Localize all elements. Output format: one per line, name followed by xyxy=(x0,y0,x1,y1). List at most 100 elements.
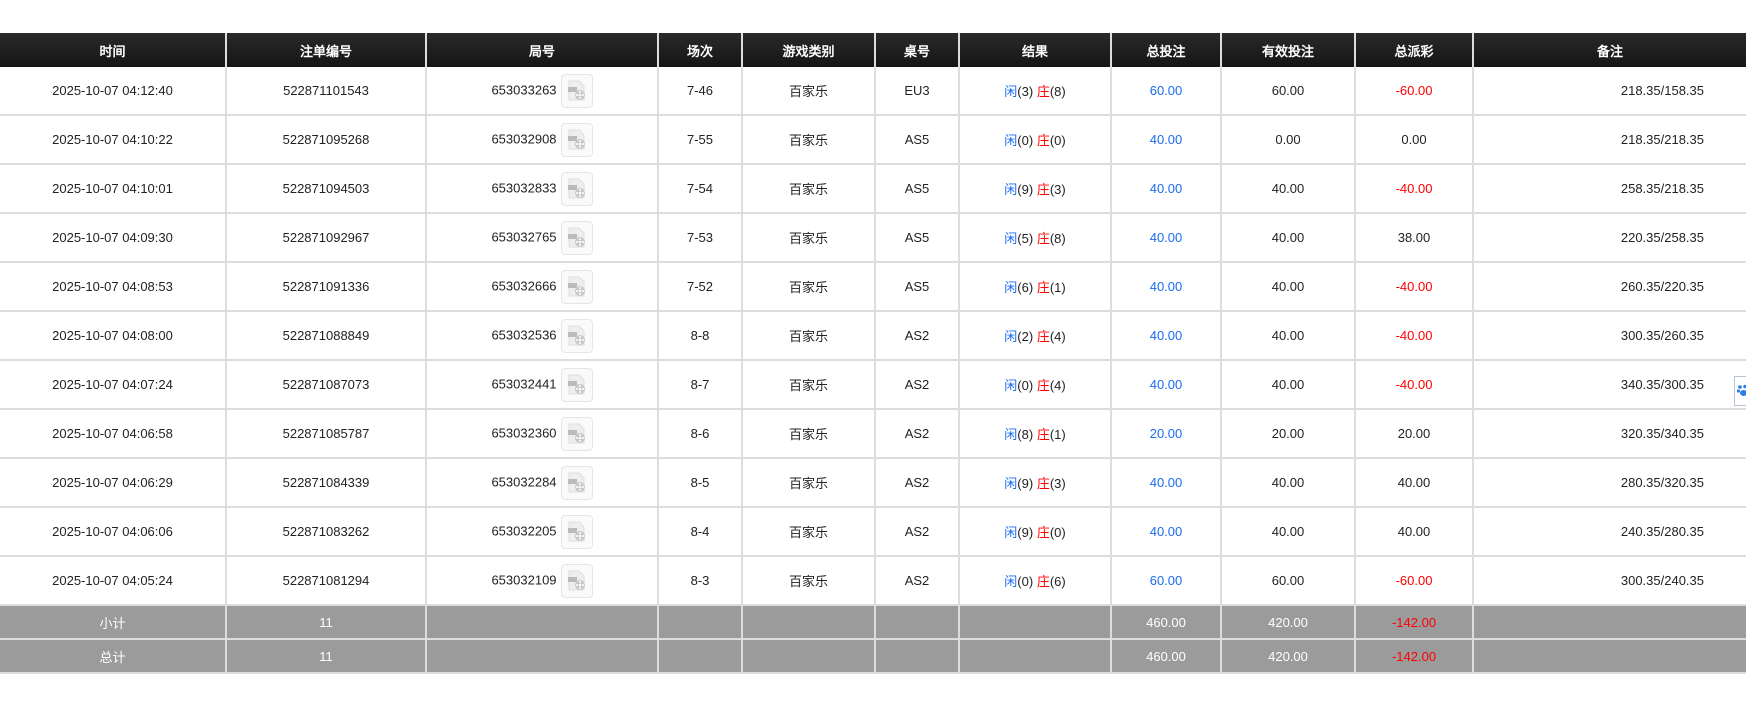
total-count: 11 xyxy=(225,639,426,674)
player-score: (5) xyxy=(1017,231,1034,246)
result-cell: 闲(9) 庄(3) xyxy=(958,458,1111,508)
round-number: 653032284 xyxy=(491,473,557,489)
player-score: (2) xyxy=(1017,329,1034,344)
remark-cell: 218.35/158.35 xyxy=(1472,67,1746,116)
subtotal-total-bet: 460.00 xyxy=(1110,605,1221,640)
game-cell: 百家乐 xyxy=(741,507,875,557)
table-row: 2025-10-07 04:06:06 522871083262 653032205… xyxy=(0,507,1746,557)
table-row: 2025-10-07 04:12:40 522871101543 653033263… xyxy=(0,67,1746,116)
table-row: 2025-10-07 04:06:29 522871084339 653032284… xyxy=(0,458,1746,508)
banker-score: (3) xyxy=(1049,476,1066,491)
total-payout: -142.00 xyxy=(1354,639,1473,674)
game-cell: 百家乐 xyxy=(741,67,875,116)
shoe-cell: 7-46 xyxy=(657,67,742,116)
total-valid-bet: 420.00 xyxy=(1220,639,1355,674)
table-cell: AS2 xyxy=(874,556,959,606)
header-shoe: 场次 xyxy=(657,33,742,67)
header-payout: 总派彩 xyxy=(1354,33,1473,67)
time-cell: 2025-10-07 04:12:40 xyxy=(0,67,226,116)
round-cell: 653032908 xyxy=(425,115,658,165)
banker-label: 庄 xyxy=(1036,133,1050,148)
subtotal-row: 小计 11 460.00 420.00 -142.00 xyxy=(0,605,1746,640)
payout-cell: -40.00 xyxy=(1354,262,1473,312)
round-number: 653032205 xyxy=(491,522,557,538)
player-score: (3) xyxy=(1017,84,1034,99)
table-row: 2025-10-07 04:06:58 522871085787 653032360… xyxy=(0,409,1746,459)
table-cell: AS5 xyxy=(874,213,959,263)
time-cell: 2025-10-07 04:06:06 xyxy=(0,507,226,557)
round-cell: 653033263 xyxy=(425,67,658,116)
table-row: 2025-10-07 04:10:22 522871095268 653032908… xyxy=(0,115,1746,165)
total-total-bet: 460.00 xyxy=(1110,639,1221,674)
round-cell: 653032666 xyxy=(425,262,658,312)
total-row: 总计 11 460.00 420.00 -142.00 xyxy=(0,639,1746,674)
video-replay-icon[interactable] xyxy=(560,171,593,206)
banker-score: (4) xyxy=(1049,329,1066,344)
time-cell: 2025-10-07 04:09:30 xyxy=(0,213,226,263)
table-cell: AS5 xyxy=(874,164,959,214)
round-number: 653032666 xyxy=(491,277,557,293)
player-label: 闲 xyxy=(1004,133,1018,148)
player-label: 闲 xyxy=(1004,378,1018,393)
valid-bet-cell: 40.00 xyxy=(1220,164,1355,214)
header-bet-id: 注单编号 xyxy=(225,33,426,67)
header-remark: 备注 xyxy=(1472,33,1746,67)
total-bet-cell: 40.00 xyxy=(1110,213,1221,263)
video-replay-icon[interactable] xyxy=(560,122,593,157)
remark-cell: 258.35/218.35 xyxy=(1472,164,1746,214)
remark-cell: 280.35/320.35 xyxy=(1472,458,1746,508)
round-number: 653032833 xyxy=(491,179,557,195)
banker-score: (4) xyxy=(1049,378,1066,393)
table-row: 2025-10-07 04:08:00 522871088849 653032536… xyxy=(0,311,1746,361)
bet-id-cell: 522871088849 xyxy=(225,311,426,361)
video-replay-icon[interactable] xyxy=(560,465,593,500)
table-row: 2025-10-07 04:07:24 522871087073 653032441… xyxy=(0,360,1746,410)
player-score: (9) xyxy=(1017,525,1034,540)
video-replay-icon[interactable] xyxy=(560,416,593,451)
bet-id-cell: 522871085787 xyxy=(225,409,426,459)
time-cell: 2025-10-07 04:08:53 xyxy=(0,262,226,312)
total-label: 总计 xyxy=(0,639,226,674)
shoe-cell: 8-7 xyxy=(657,360,742,410)
player-label: 闲 xyxy=(1004,525,1018,540)
bet-records-table: 时间 注单编号 局号 场次 游戏类别 桌号 结果 总投注 有效投注 总派彩 备注… xyxy=(0,33,1746,674)
remark-cell: 300.35/240.35 xyxy=(1472,556,1746,606)
banker-label: 庄 xyxy=(1036,427,1050,442)
total-bet-cell: 40.00 xyxy=(1110,115,1221,165)
shoe-cell: 7-54 xyxy=(657,164,742,214)
player-score: (0) xyxy=(1017,133,1034,148)
valid-bet-cell: 40.00 xyxy=(1220,213,1355,263)
valid-bet-cell: 40.00 xyxy=(1220,458,1355,508)
result-cell: 闲(0) 庄(4) xyxy=(958,360,1111,410)
round-cell: 653032205 xyxy=(425,507,658,557)
time-cell: 2025-10-07 04:10:01 xyxy=(0,164,226,214)
paw-icon[interactable] xyxy=(1734,376,1746,406)
result-cell: 闲(8) 庄(1) xyxy=(958,409,1111,459)
subtotal-valid-bet: 420.00 xyxy=(1220,605,1355,640)
total-bet-cell: 40.00 xyxy=(1110,360,1221,410)
video-replay-icon[interactable] xyxy=(560,73,593,108)
round-cell: 653032284 xyxy=(425,458,658,508)
banker-score: (1) xyxy=(1049,427,1066,442)
video-replay-icon[interactable] xyxy=(560,318,593,353)
result-cell: 闲(9) 庄(0) xyxy=(958,507,1111,557)
table-row: 2025-10-07 04:05:24 522871081294 653032109… xyxy=(0,556,1746,606)
remark-cell: 300.35/260.35 xyxy=(1472,311,1746,361)
banker-score: (6) xyxy=(1049,574,1066,589)
video-replay-icon[interactable] xyxy=(560,220,593,255)
table-cell: AS2 xyxy=(874,311,959,361)
payout-cell: -40.00 xyxy=(1354,164,1473,214)
game-cell: 百家乐 xyxy=(741,360,875,410)
player-label: 闲 xyxy=(1004,84,1018,99)
video-replay-icon[interactable] xyxy=(560,563,593,598)
game-cell: 百家乐 xyxy=(741,409,875,459)
player-label: 闲 xyxy=(1004,280,1018,295)
total-bet-cell: 60.00 xyxy=(1110,67,1221,116)
round-number: 653032536 xyxy=(491,326,557,342)
game-cell: 百家乐 xyxy=(741,311,875,361)
banker-score: (1) xyxy=(1049,280,1066,295)
video-replay-icon[interactable] xyxy=(560,269,593,304)
video-replay-icon[interactable] xyxy=(560,514,593,549)
video-replay-icon[interactable] xyxy=(560,367,593,402)
time-cell: 2025-10-07 04:10:22 xyxy=(0,115,226,165)
